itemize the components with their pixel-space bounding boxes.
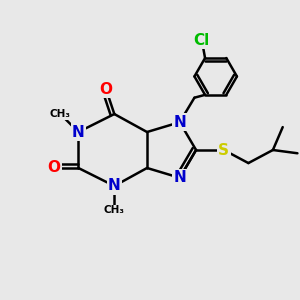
Text: N: N xyxy=(173,170,186,185)
Text: N: N xyxy=(173,115,186,130)
Text: N: N xyxy=(108,178,121,194)
Text: S: S xyxy=(218,142,230,158)
Text: N: N xyxy=(72,124,85,140)
Text: CH₃: CH₃ xyxy=(104,206,125,215)
Text: Cl: Cl xyxy=(194,33,210,48)
Text: CH₃: CH₃ xyxy=(50,109,71,119)
Text: O: O xyxy=(47,160,60,175)
Text: O: O xyxy=(100,82,113,97)
